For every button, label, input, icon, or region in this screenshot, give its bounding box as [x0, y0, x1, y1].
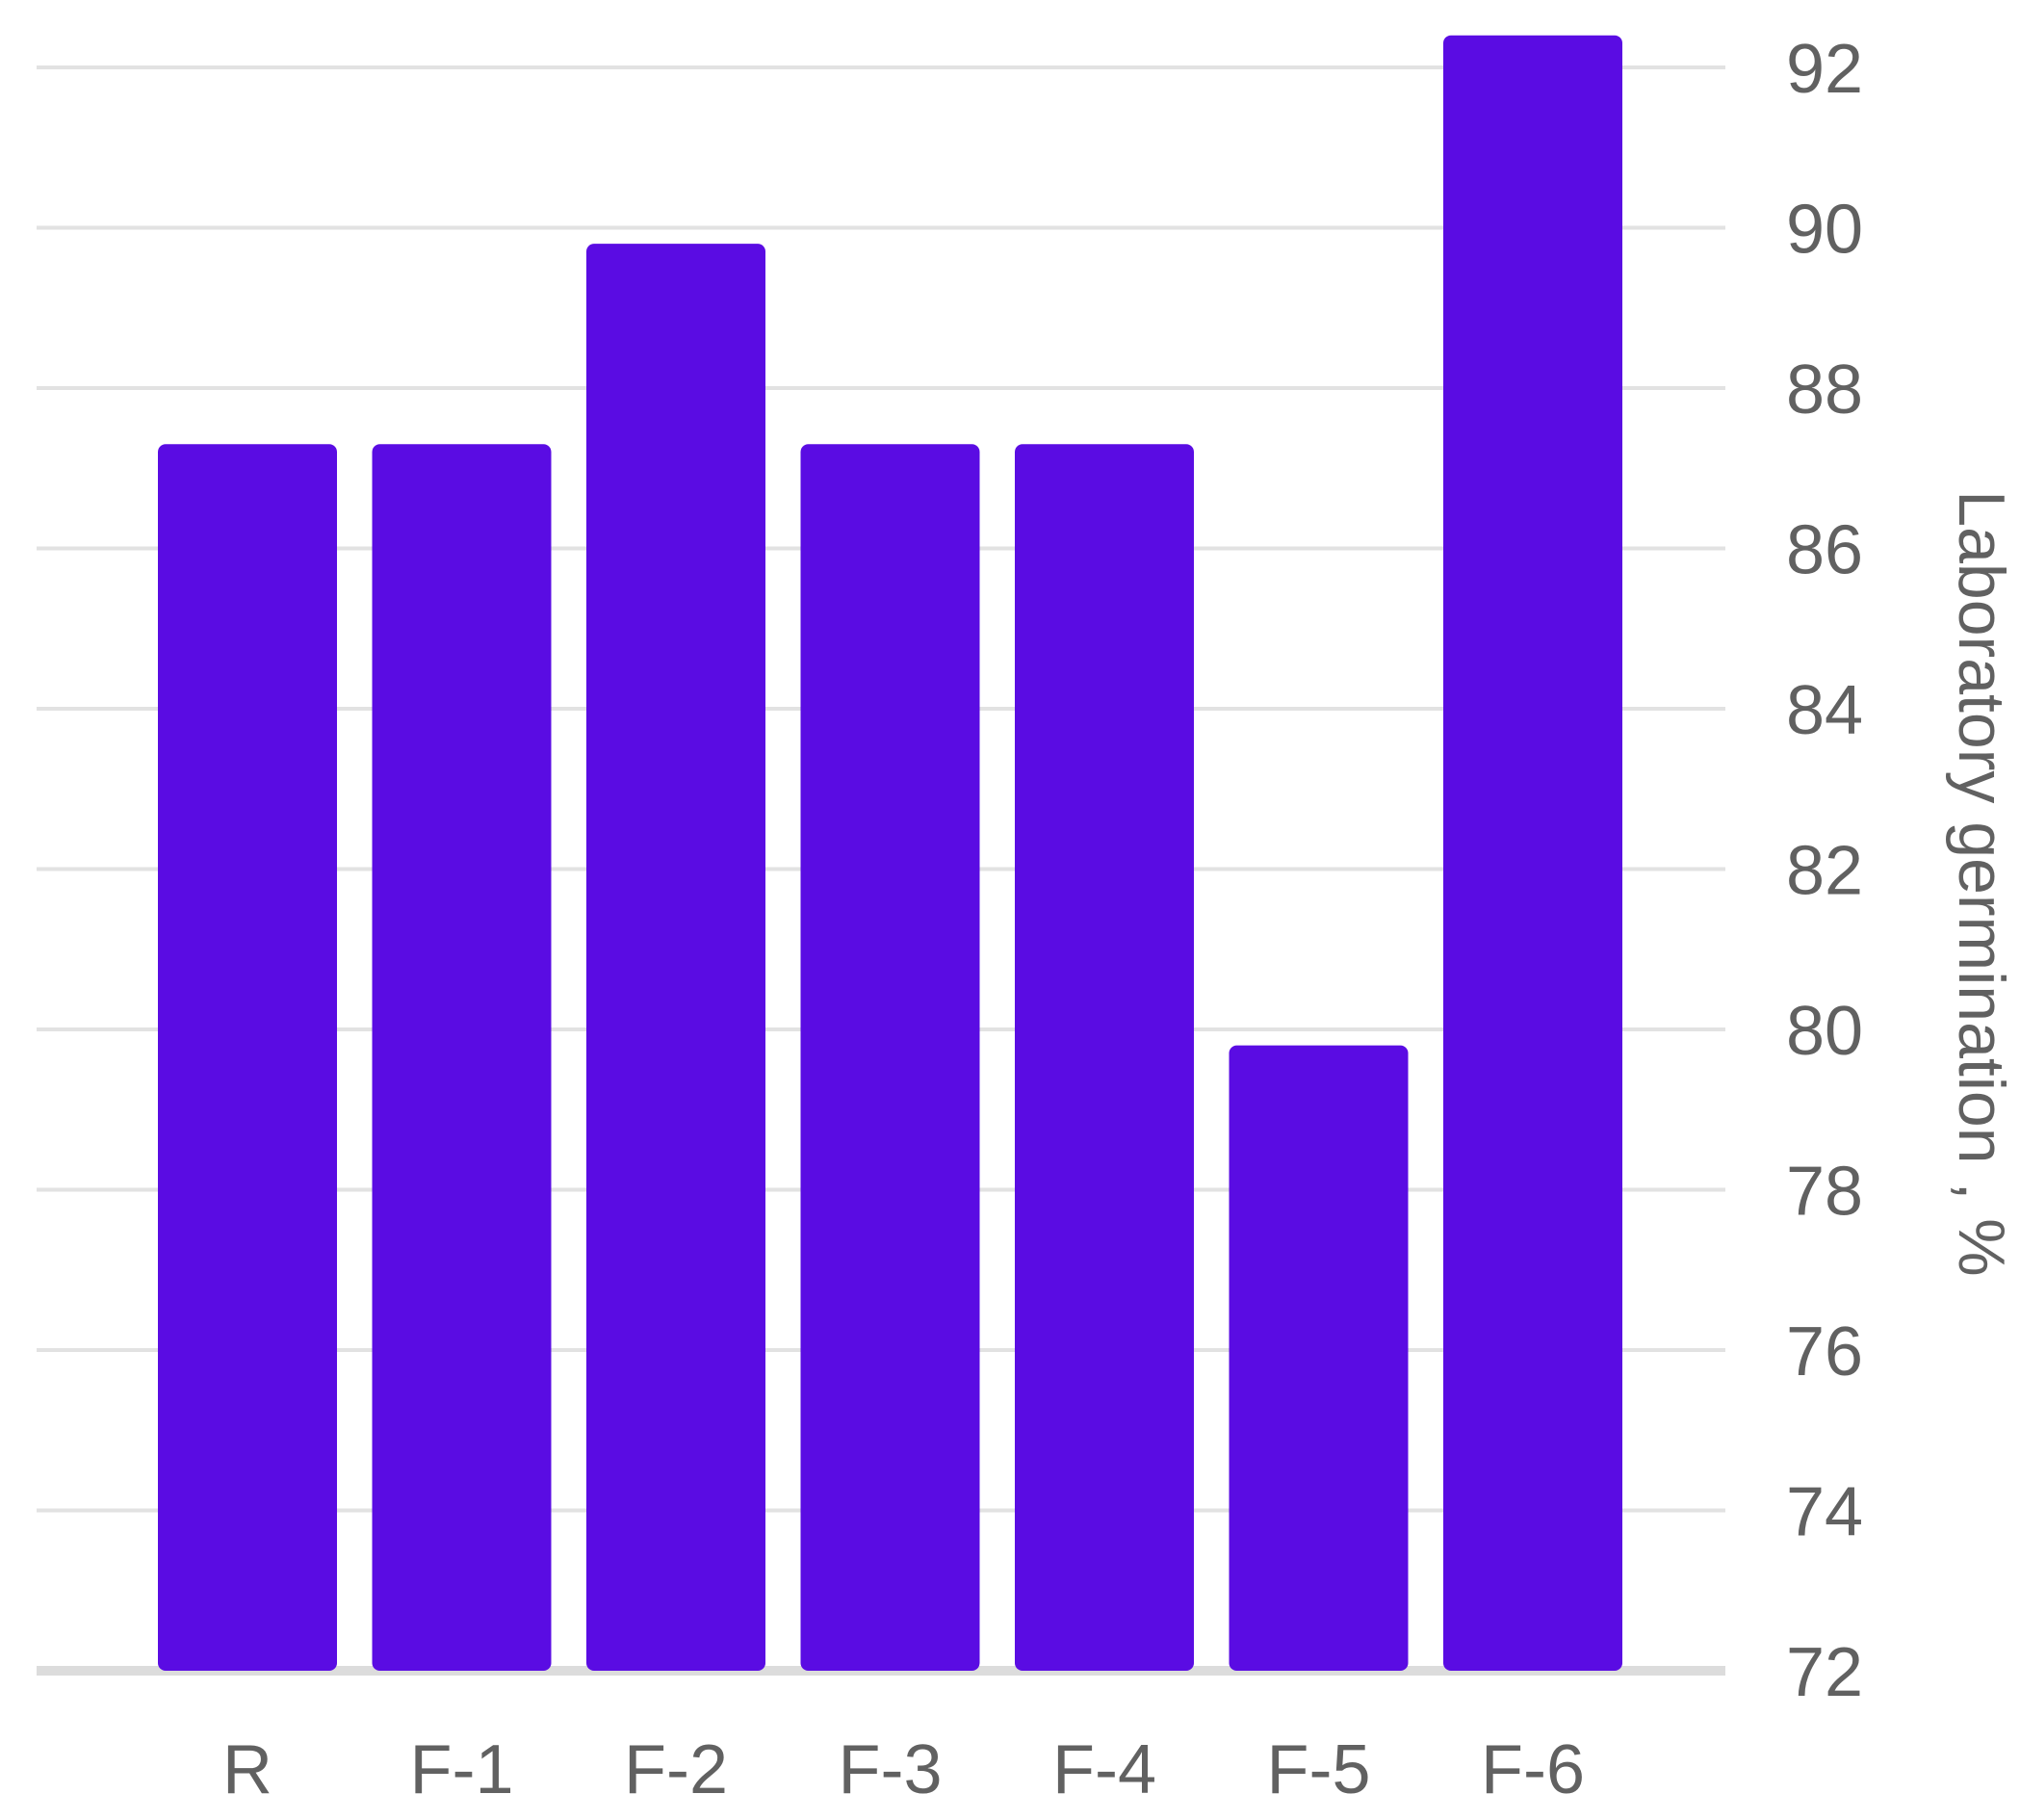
y-tick-label: 88: [1786, 351, 1863, 429]
x-tick-label: F-5: [1267, 1731, 1371, 1808]
x-tick-label: F-2: [624, 1731, 728, 1808]
x-tick-label: F-4: [1052, 1731, 1156, 1808]
bar-f-2: [586, 244, 765, 1671]
y-axis-label: Laboratory germination , %: [1945, 490, 2018, 1276]
bar-f-5: [1229, 1045, 1409, 1671]
bar-f-3: [800, 444, 980, 1671]
x-axis-tick-labels: R F-1 F-2 F-3 F-4 F-5 F-6: [222, 1731, 1585, 1808]
y-tick-label: 72: [1786, 1634, 1863, 1711]
y-tick-label: 84: [1786, 672, 1863, 749]
y-tick-label: 80: [1786, 993, 1863, 1070]
y-tick-label: 86: [1786, 512, 1863, 589]
y-tick-label: 74: [1786, 1474, 1863, 1551]
y-tick-label: 78: [1786, 1154, 1863, 1231]
y-tick-label: 82: [1786, 833, 1863, 910]
x-tick-label: F-1: [410, 1731, 514, 1808]
y-tick-label: 92: [1786, 31, 1863, 108]
bar-r: [158, 444, 337, 1671]
bar-f-4: [1015, 444, 1194, 1671]
x-tick-label: F-6: [1481, 1731, 1585, 1808]
y-axis-tick-labels: 72 74 76 78 80 82 84 86 88 90 92: [1786, 31, 1863, 1711]
y-tick-label: 76: [1786, 1313, 1863, 1391]
bar-f-1: [372, 444, 552, 1671]
bar-f-6: [1443, 35, 1622, 1672]
x-tick-label: F-3: [839, 1731, 943, 1808]
x-tick-label: R: [222, 1731, 272, 1808]
bars: [158, 35, 1622, 1672]
y-tick-label: 90: [1786, 192, 1863, 269]
